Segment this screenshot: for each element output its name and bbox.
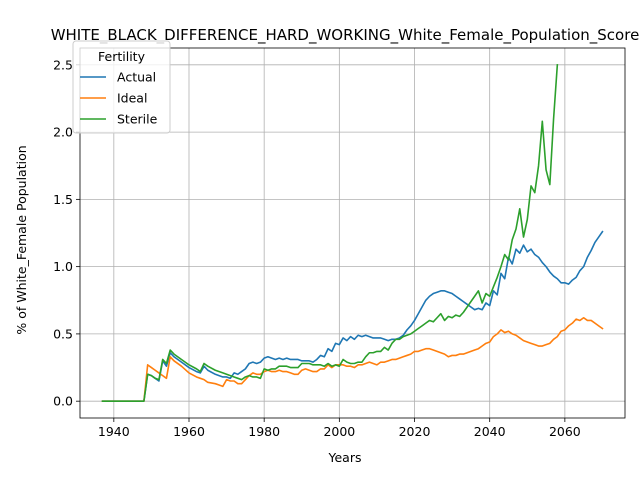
y-tick-label: 0.5 (53, 326, 73, 341)
y-axis-label: % of White_Female Population (14, 145, 29, 334)
legend-label-ideal: Ideal (117, 91, 147, 106)
series-line-actual (101, 230, 604, 402)
series-lines (101, 63, 604, 402)
legend-box (72, 40, 171, 134)
chart-title: WHITE_BLACK_DIFFERENCE_HARD_WORKING_Whit… (51, 26, 640, 45)
x-tick-label: 2040 (474, 424, 506, 439)
series-line-sterile (101, 63, 559, 402)
y-tick-label: 2.5 (53, 57, 73, 72)
y-tick-label: 2.0 (53, 125, 73, 140)
x-tick-label: 1940 (98, 424, 130, 439)
series-line-ideal (101, 316, 604, 402)
x-tick-label: 1960 (173, 424, 205, 439)
plot-area-frame (79, 47, 626, 419)
legend-label-actual: Actual (117, 70, 156, 85)
y-tick-label: 1.5 (53, 192, 73, 207)
x-tick-label: 1980 (248, 424, 280, 439)
x-tick-label: 2060 (549, 424, 581, 439)
legend-title: Fertility (98, 49, 146, 64)
x-tick-label: 2020 (399, 424, 431, 439)
x-axis-label: Years (328, 450, 362, 465)
legend-label-sterile: Sterile (117, 112, 158, 127)
axes: 1940 1960 1980 2000 2020 2040 2060 0.0 0.5 1.0 1.5… (53, 57, 581, 439)
grid (80, 48, 625, 418)
legend: Fertility Actual Ideal Sterile (72, 40, 171, 134)
y-tick-label: 1.0 (53, 259, 73, 274)
x-tick-label: 2000 (323, 424, 355, 439)
y-tick-label: 0.0 (53, 394, 73, 409)
